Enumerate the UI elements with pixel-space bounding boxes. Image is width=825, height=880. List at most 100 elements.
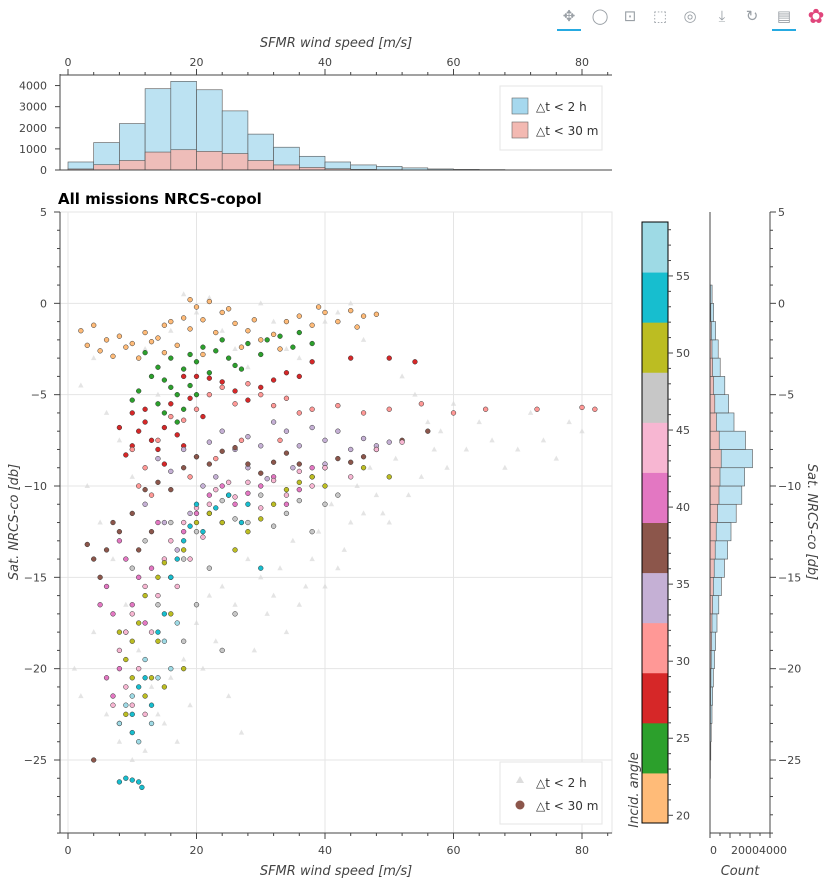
scatter-point-30m [193, 602, 200, 608]
colorbar-bin [642, 472, 668, 523]
scatter-point-30m [335, 492, 341, 498]
scatter-point-30m [277, 333, 283, 339]
scatter-point-2h [135, 647, 142, 653]
scatter-point-30m [270, 523, 277, 529]
scatter-point-30m [348, 307, 354, 314]
scatter-point-30m [219, 309, 225, 316]
scatter-point-30m [238, 437, 245, 443]
scatter-point-30m [348, 459, 354, 465]
colorbar-tick-label: 35 [676, 578, 690, 591]
scatter-point-30m [142, 693, 148, 699]
scatter-point-2h [103, 409, 110, 415]
pan-tool-icon[interactable]: ✥ [557, 5, 581, 31]
scatter-point-30m [123, 629, 129, 635]
scatter-point-30m [592, 406, 598, 412]
scatter-point-30m [155, 401, 161, 407]
scatter-point-30m [309, 474, 315, 480]
main-xlabel: SFMR wind speed [m/s] [260, 864, 412, 879]
scatter-point-30m [283, 510, 290, 517]
scatter-point-30m [219, 448, 225, 454]
scatter-point-30m [296, 461, 302, 467]
box-select-icon[interactable]: ⬚ [652, 7, 668, 25]
scatter-point-30m [206, 510, 213, 517]
scatter-point-2h [303, 583, 309, 589]
scatter-point-30m [187, 395, 193, 401]
scatter-point-30m [296, 373, 302, 380]
hover-icon[interactable]: ▤ [772, 5, 796, 31]
scatter-point-2h [174, 738, 180, 744]
lasso-select-icon[interactable]: ◯ [591, 7, 609, 25]
scatter-point-30m [168, 413, 174, 420]
scatter-point-30m [245, 328, 251, 334]
scatter-point-2h [148, 683, 155, 689]
scatter-point-30m [155, 446, 161, 453]
scatter-point-2h [418, 473, 425, 479]
save-icon[interactable]: ⤓ [718, 7, 726, 25]
scatter-point-30m [296, 410, 302, 416]
scatter-point-2h [502, 464, 508, 470]
colorbar-label: Incid. angle [627, 752, 642, 827]
right-y-tick-label: 0 [778, 297, 785, 310]
colorbar-bin [642, 372, 668, 423]
right-y-tick-label: 5 [778, 206, 785, 219]
scatter-point-30m [206, 461, 213, 467]
scatter-point-30m [482, 406, 489, 412]
scatter-point-2h [193, 309, 200, 315]
scatter-point-2h [168, 674, 174, 680]
scatter-point-30m [193, 304, 200, 310]
scatter-point-2h [380, 510, 386, 516]
main-x-tick-label: 20 [190, 844, 204, 857]
right-y-tick-label: −15 [778, 571, 801, 584]
scatter-point-30m [193, 392, 200, 398]
scatter-point-30m [181, 666, 187, 672]
scatter-point-30m [386, 474, 392, 480]
scatter-point-2h [296, 355, 302, 361]
scatter-point-30m [116, 779, 123, 785]
box-zoom-icon[interactable]: ⊡ [623, 7, 637, 25]
scatter-point-30m [258, 470, 264, 476]
scatter-point-30m [309, 322, 315, 328]
scatter-point-30m [168, 318, 174, 325]
scatter-point-30m [181, 538, 187, 544]
scatter-point-2h [360, 510, 367, 516]
scatter-point-30m [206, 298, 213, 305]
right-hist-bar [709, 522, 717, 542]
main-y-tick-label: 0 [40, 297, 47, 310]
main-x-tick-label: 0 [65, 844, 72, 857]
scatter-point-30m [245, 434, 251, 440]
scatter-point-30m [142, 592, 148, 599]
scatter-point-30m [174, 583, 180, 590]
scatter-point-30m [103, 547, 110, 553]
scatter-point-2h [277, 565, 283, 571]
scatter-point-30m [155, 519, 161, 526]
scatter-point-30m [238, 366, 245, 372]
scatter-point-30m [264, 337, 270, 343]
scatter-point-30m [123, 344, 129, 350]
scatter-point-2h [91, 629, 97, 635]
scatter-point-30m [373, 446, 380, 453]
scatter-point-30m [213, 487, 219, 493]
scatter-point-30m [283, 318, 290, 325]
right-count-ticks: 0 20004000 [710, 844, 787, 857]
scatter-point-30m [579, 404, 585, 411]
scatter-point-30m [116, 666, 123, 672]
scatter-point-30m [348, 474, 354, 480]
bokeh-logo-icon[interactable]: ✿ [807, 4, 825, 28]
scatter-point-30m [322, 465, 328, 471]
scatter-point-30m [335, 402, 341, 409]
main-legend-label-2h: △t < 2 h [536, 776, 587, 790]
scatter-point-30m [245, 501, 251, 507]
top-legend-swatch-30m [511, 121, 529, 139]
scatter-point-30m [142, 487, 148, 493]
scatter-point-2h [245, 556, 251, 562]
reset-icon[interactable]: ↻ [745, 7, 759, 25]
scatter-point-30m [155, 437, 161, 443]
scatter-point-2h [283, 346, 290, 351]
scatter-point-2h [527, 409, 534, 415]
scatter-point-30m [296, 479, 302, 485]
wheel-zoom-icon[interactable]: ◎ [683, 7, 697, 25]
top-y-tick-label: 1000 [19, 143, 47, 156]
scatter-point-30m [213, 505, 219, 511]
scatter-point-2h [258, 300, 264, 306]
scatter-point-2h [103, 711, 110, 717]
